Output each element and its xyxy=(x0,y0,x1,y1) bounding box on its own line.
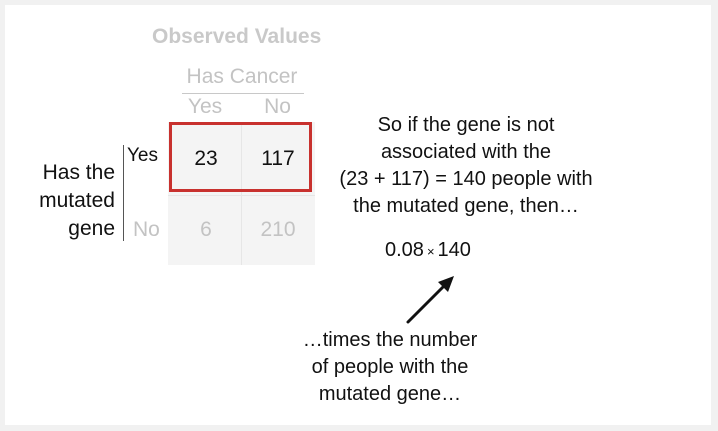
formula-right: 140 xyxy=(437,239,471,261)
formula-left: 0.08 xyxy=(385,239,424,261)
row-yes-label: Yes xyxy=(127,145,158,166)
note-text: …times the number of people with the mut… xyxy=(260,327,520,408)
highlight-box xyxy=(169,122,312,192)
row-header-divider xyxy=(123,145,124,241)
column-yes-label: Yes xyxy=(187,95,223,118)
cell-not-mutated-cancer: 6 xyxy=(200,218,212,241)
column-group-label: Has Cancer xyxy=(186,65,298,88)
note-line: mutated gene… xyxy=(318,383,462,405)
cell-mutated-no-cancer: 117 xyxy=(261,147,295,170)
column-header-divider xyxy=(182,93,304,94)
explanation-line: the mutated gene, then… xyxy=(353,195,579,217)
row-group-label-line: gene xyxy=(68,217,115,240)
cell-not-mutated-no-cancer: 210 xyxy=(260,218,296,241)
explanation-line: associated with the xyxy=(380,141,552,163)
note-line: …times the number xyxy=(302,329,478,351)
table-column-divider xyxy=(241,122,242,265)
explanation-line: (23 + 117) = 140 people with xyxy=(339,168,593,190)
explanation-line: So if the gene is not xyxy=(377,114,555,136)
table-title: Observed Values xyxy=(152,25,322,48)
note-line: of people with the xyxy=(311,356,469,378)
formula-operator: × xyxy=(426,244,435,259)
slide-canvas: Observed Values Has Cancer Yes No Has th… xyxy=(5,5,711,425)
row-group-label-line: mutated xyxy=(39,189,115,212)
arrow-icon xyxy=(406,276,454,324)
row-no-label: No xyxy=(133,218,160,241)
table-row-divider xyxy=(168,195,315,196)
explanation-text: So if the gene is not associated with th… xyxy=(330,112,602,220)
column-no-label: No xyxy=(264,95,291,118)
formula: 0.08 × 140 xyxy=(385,239,505,262)
row-group-label: Has the mutated gene xyxy=(5,159,115,243)
row-group-label-line: Has the xyxy=(42,161,115,184)
cell-mutated-cancer: 23 xyxy=(194,147,218,170)
